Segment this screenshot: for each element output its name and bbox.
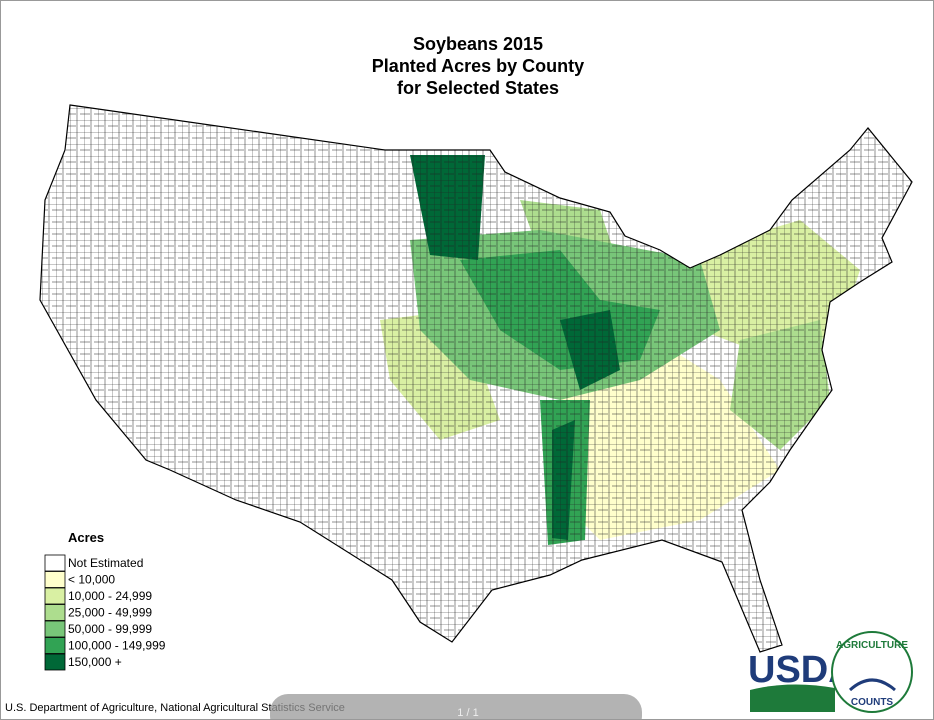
legend-label: Not Estimated: [68, 556, 143, 570]
legend-label: 10,000 - 24,999: [68, 589, 152, 603]
legend-swatch: [44, 571, 66, 588]
legend-swatch: [44, 653, 66, 671]
legend-swatch: [44, 554, 66, 572]
legend-label: 100,000 - 149,999: [68, 639, 166, 653]
source: U.S. Department of Agriculture, National…: [5, 702, 345, 714]
legend-label: 50,000 - 99,999: [68, 622, 152, 636]
legend-title: Acres: [68, 530, 104, 545]
legend-label: 150,000 +: [68, 655, 122, 669]
seal-bottom: COUNTS: [851, 697, 894, 708]
legend: Not Estimated < 10,000 10,000 - 24,999 25,0…: [44, 554, 166, 671]
viewer-toolbar: 1 / 1: [270, 694, 642, 720]
legend-label: < 10,000: [68, 573, 115, 587]
legend-swatch: [44, 604, 66, 621]
seal-top: AGRICULTURE: [836, 640, 908, 651]
page-indicator[interactable]: 1 / 1: [457, 707, 478, 719]
legend-swatch: [44, 637, 66, 654]
legend-label: 25,000 - 49,999: [68, 606, 152, 620]
title: Planted Acres by County: [372, 56, 584, 76]
legend-swatch: [44, 620, 66, 638]
title: Soybeans 2015: [413, 34, 543, 54]
title: for Selected States: [397, 78, 559, 98]
usda-logo: USDA AGRICULTURE COUNTS: [748, 631, 913, 713]
legend-swatch: [44, 587, 66, 605]
